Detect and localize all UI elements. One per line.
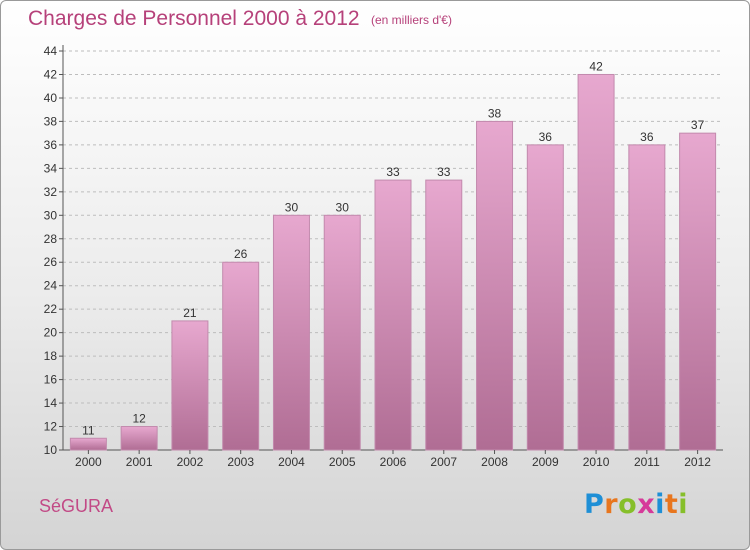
bar: [628, 144, 666, 451]
bar: [120, 426, 158, 451]
y-tick-label: 32: [44, 185, 58, 199]
x-tick-label: 2004: [278, 455, 305, 469]
y-tick-label: 26: [44, 255, 58, 269]
y-tick-label: 44: [44, 44, 58, 58]
logo-letter: i: [678, 489, 689, 520]
y-tick-label: 20: [44, 326, 58, 340]
data-label: 26: [234, 247, 248, 261]
data-label: 36: [640, 130, 654, 144]
y-tick-label: 16: [44, 373, 58, 387]
bar: [272, 214, 310, 451]
y-tick-label: 38: [44, 114, 58, 128]
y-tick-label: 18: [44, 349, 58, 363]
data-label: 33: [386, 165, 400, 179]
data-label: 38: [488, 106, 502, 120]
y-tick-label: 14: [44, 396, 58, 410]
bar: [69, 437, 107, 451]
logo-letter: x: [637, 489, 656, 520]
logo-letter: r: [604, 489, 619, 520]
data-label: 36: [539, 130, 553, 144]
data-labels: 11 12 21 26 30 30 33 33 38 36 42 36 37: [82, 59, 704, 437]
bar: [374, 179, 412, 451]
x-tick-label: 2000: [75, 455, 102, 469]
bar: [323, 214, 361, 451]
bar: [476, 120, 514, 451]
chart-subtitle: (en milliers d'€): [371, 13, 452, 27]
data-label: 37: [691, 118, 705, 132]
commune-name: SéGURA: [39, 496, 114, 516]
x-tick-label: 2011: [634, 455, 660, 469]
x-tick-label: 2010: [583, 455, 610, 469]
y-tick-label: 30: [44, 208, 58, 222]
bar: [526, 144, 564, 451]
data-label: 33: [437, 165, 451, 179]
x-tick-label: 2006: [380, 455, 407, 469]
x-tick-label: 2007: [430, 455, 457, 469]
y-tick-label: 40: [44, 91, 58, 105]
x-tick-label: 2003: [227, 455, 254, 469]
bars: [69, 73, 717, 451]
x-tick-label: 2009: [532, 455, 559, 469]
logo-letter: i: [655, 489, 665, 520]
x-tick-label: 2001: [126, 455, 153, 469]
logo-letter: o: [618, 489, 638, 520]
bar: [222, 261, 260, 451]
x-tick-label: 2012: [684, 455, 711, 469]
data-label: 21: [183, 306, 197, 320]
y-tick-label: 24: [44, 279, 58, 293]
data-label: 12: [132, 412, 146, 426]
proxiti-logo[interactable]: Proxiti: [584, 489, 688, 520]
bar: [171, 320, 209, 451]
y-tick-label: 36: [44, 138, 58, 152]
x-axis-ticks: 2000 2001 2002 2003 2004 2005 2006 2007 2008 2009…: [75, 450, 711, 469]
logo-letter: t: [664, 489, 679, 520]
y-tick-label: 42: [44, 67, 58, 81]
y-tick-label: 12: [44, 420, 58, 434]
x-tick-label: 2008: [481, 455, 508, 469]
bar: [679, 132, 717, 451]
data-label: 42: [589, 59, 603, 73]
bar: [577, 73, 615, 451]
y-tick-label: 10: [44, 443, 58, 457]
data-label: 11: [82, 423, 95, 437]
y-tick-label: 34: [44, 161, 58, 175]
x-tick-label: 2002: [177, 455, 204, 469]
y-tick-label: 28: [44, 232, 58, 246]
x-tick-label: 2005: [329, 455, 356, 469]
data-label: 30: [336, 200, 350, 214]
data-label: 30: [285, 200, 299, 214]
bar: [425, 179, 463, 451]
logo-letter: P: [584, 489, 605, 520]
chart-title: Charges de Personnel 2000 à 2012: [28, 7, 360, 30]
y-tick-label: 22: [44, 302, 58, 316]
